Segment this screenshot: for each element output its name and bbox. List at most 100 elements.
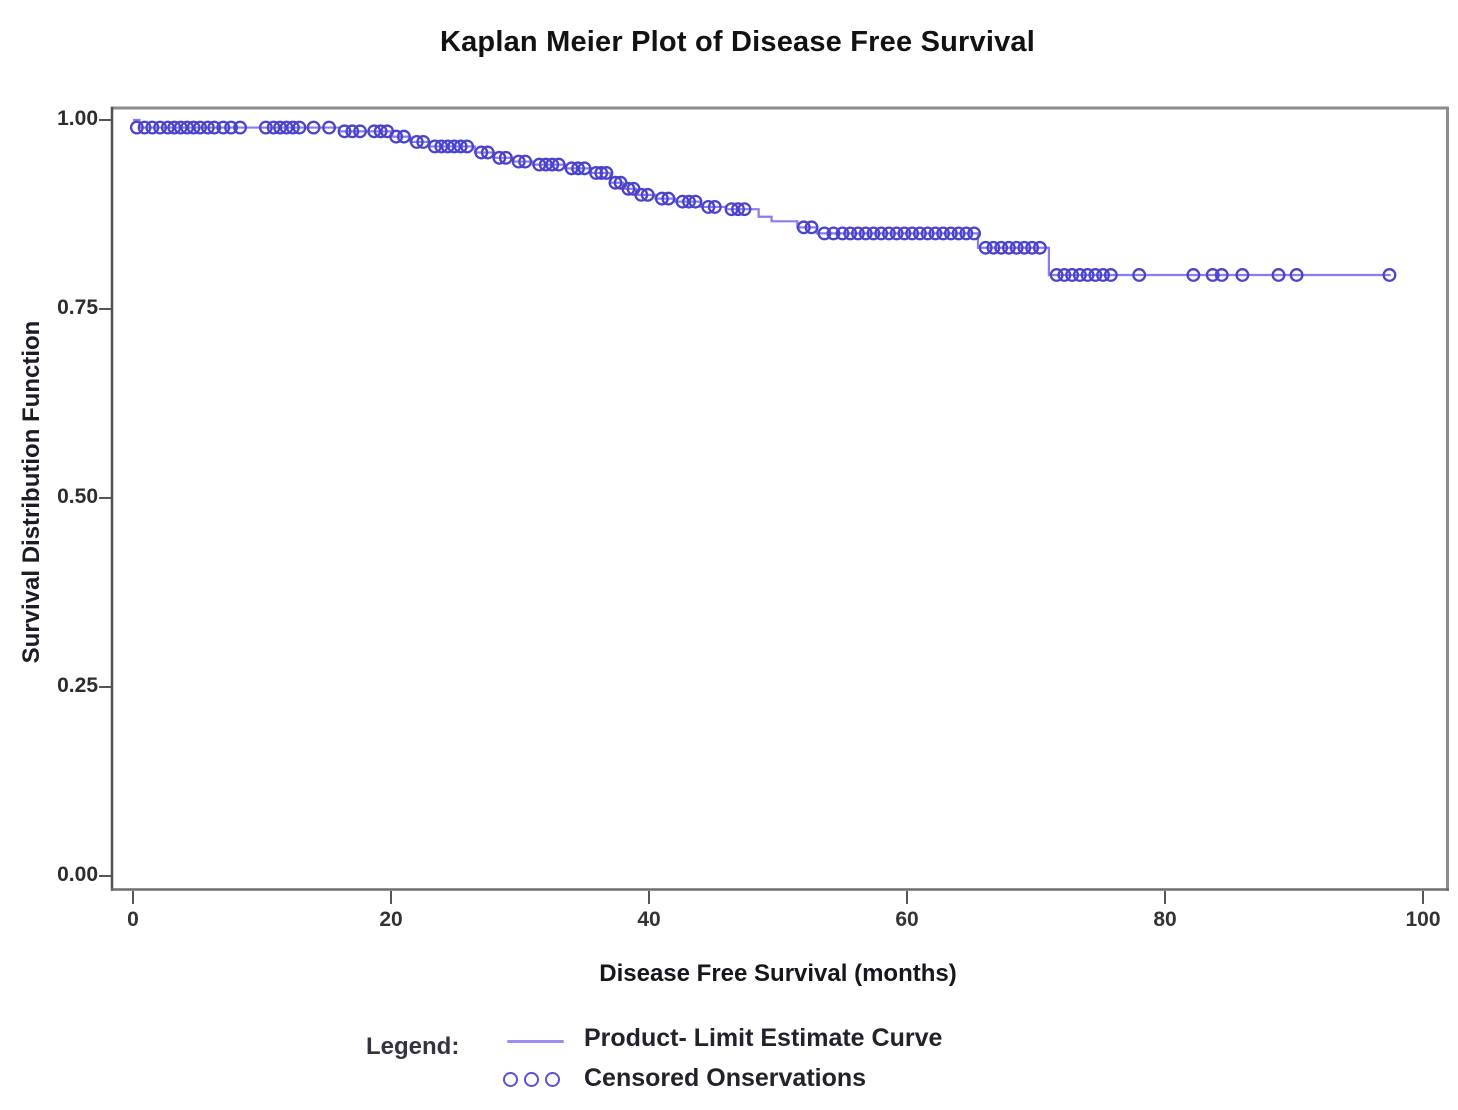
censored-observation-marker (1214, 268, 1229, 282)
censored-observation-marker (731, 202, 745, 217)
censored-observation-marker (589, 165, 604, 180)
y-axis-title: Survival Distribution Function (18, 320, 45, 664)
censored-observation-marker (167, 120, 182, 135)
x-tick-label: 80 (1153, 908, 1177, 931)
censored-observation-marker (427, 139, 442, 154)
censored-observation-marker (389, 129, 404, 144)
chart-title: Kaplan Meier Plot of Disease Free Surviv… (439, 26, 1036, 58)
censored-observation-marker (416, 134, 431, 149)
censored-observation-marker (337, 124, 352, 139)
censored-observation-marker (1080, 268, 1095, 282)
censored-observation-marker (661, 191, 676, 206)
censored-observation-marker (881, 226, 896, 241)
censored-observation-marker (564, 161, 579, 176)
survival-step-curve (133, 118, 1391, 277)
censored-observation-marker (145, 120, 160, 135)
censored-observation-marker (1096, 268, 1111, 282)
censored-observation-marker (180, 120, 195, 135)
censored-observation-marker (186, 120, 201, 135)
censored-observation-marker (1049, 268, 1064, 282)
censored-observation-marker (912, 226, 927, 241)
censored-observation-marker (978, 240, 993, 255)
censored-observation-marker (480, 145, 495, 160)
censored-observation-marker (511, 154, 526, 169)
censored-observation-marker (474, 145, 489, 160)
censored-observation-marker (137, 120, 152, 135)
censored-observation-marker (634, 187, 649, 202)
censored-observation-marker (345, 124, 360, 139)
censored-observation-marker (928, 226, 943, 241)
censored-observation-marker (1017, 240, 1032, 255)
censored-observation-marker (460, 139, 475, 154)
censored-observation-marker (440, 139, 455, 154)
censored-observation-marker (207, 120, 222, 135)
censored-observation-marker (804, 220, 819, 235)
censored-observation-marker (353, 124, 367, 139)
censored-observation-marker (936, 226, 951, 241)
censored-observation-marker (498, 150, 513, 165)
censored-observation-marker (193, 120, 208, 135)
censored-observation-marker (306, 120, 321, 135)
x-tick-label: 60 (895, 908, 919, 931)
censored-observation-marker (905, 226, 920, 241)
censored-observation-marker (538, 157, 553, 172)
censored-observation-marker (322, 120, 337, 135)
censored-observation-marker (233, 120, 248, 135)
censored-observation-marker (608, 175, 623, 190)
censored-observation-marker (994, 240, 1009, 255)
censored-observation-marker (851, 226, 865, 241)
censored-observation-marker (434, 139, 449, 154)
y-tick-label: 0.25 (57, 674, 98, 697)
censored-circle-icon (545, 1072, 560, 1087)
censored-observation-marker (224, 120, 238, 135)
censored-observation-marker (409, 134, 424, 149)
censored-observation-marker (577, 161, 592, 176)
censored-observation-marker (1132, 268, 1147, 282)
censored-observation-marker (675, 194, 690, 209)
censored-circle-icon (503, 1072, 518, 1087)
censored-observation-marker (551, 157, 566, 172)
censored-observation-marker (545, 157, 560, 172)
censored-observation-marker (796, 220, 811, 235)
censored-observation-marker (986, 240, 1001, 255)
censored-observation-marker (889, 226, 904, 241)
censored-observation-marker (266, 120, 281, 135)
censored-observation-marker (453, 139, 468, 154)
x-tick-label: 40 (637, 908, 661, 931)
censored-observation-marker (951, 226, 966, 241)
censored-observation-marker (492, 150, 507, 165)
censored-observation-marker (258, 120, 273, 135)
censored-observation-marker (1289, 268, 1304, 282)
y-tick-label: 0.75 (57, 296, 98, 319)
legend-line-swatch (507, 1040, 564, 1043)
censored-observation-marker (1057, 268, 1072, 282)
censored-observation-marker (1001, 240, 1016, 255)
legend-label: Legend: (366, 1033, 460, 1060)
censored-observation-marker (160, 120, 175, 135)
censored-observation-marker (153, 120, 168, 135)
censored-observation-marker (1065, 268, 1080, 282)
censored-observation-marker (1235, 268, 1250, 282)
censored-observation-marker (654, 191, 669, 206)
censored-observation-marker (367, 124, 382, 139)
censored-observation-marker (682, 194, 696, 209)
x-tick-label: 0 (127, 908, 139, 931)
censored-observation-marker (1025, 240, 1040, 255)
censored-observation-marker (858, 226, 873, 241)
censored-observation-marker (447, 139, 462, 154)
censored-observation-marker (959, 226, 974, 241)
censored-observation-marker (737, 202, 752, 217)
censored-observation-marker (594, 165, 609, 180)
censored-observation-marker (599, 165, 614, 180)
censored-observation-marker (129, 120, 144, 135)
censored-observation-marker (866, 226, 881, 241)
censored-observation-marker (292, 120, 307, 135)
censored-observation-marker (826, 226, 841, 241)
censored-observation-marker (1205, 268, 1220, 282)
x-tick-label: 100 (1405, 908, 1441, 931)
censored-observation-marker (200, 120, 215, 135)
censored-observation-marker (173, 120, 188, 135)
censored-observation-marker (943, 226, 958, 241)
censored-observation-marker (707, 199, 722, 214)
